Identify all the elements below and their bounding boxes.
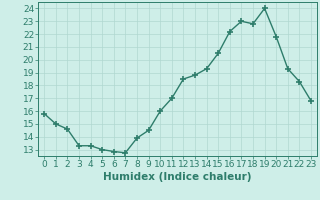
X-axis label: Humidex (Indice chaleur): Humidex (Indice chaleur): [103, 172, 252, 182]
